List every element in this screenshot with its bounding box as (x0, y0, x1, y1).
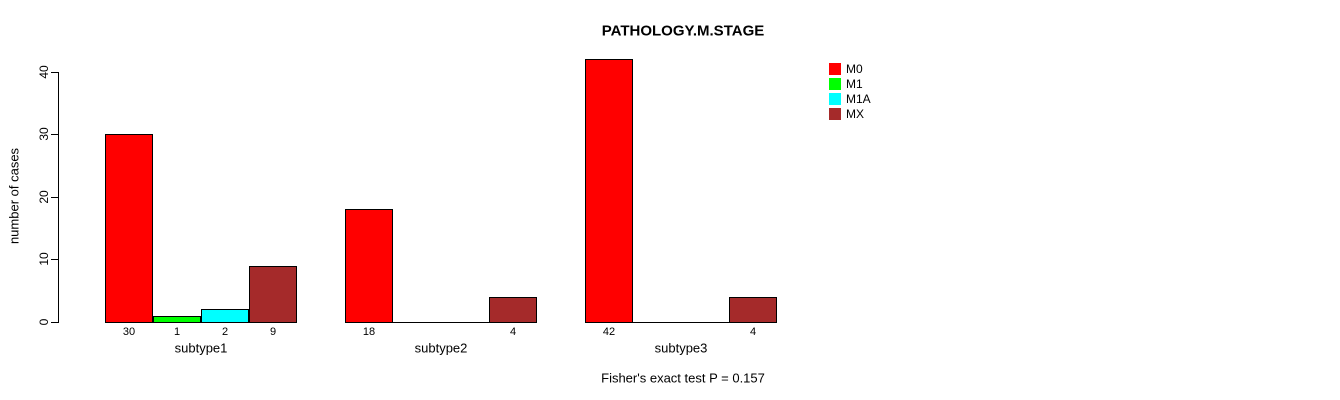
y-axis-tick (51, 134, 58, 135)
bar-m1-subtype1 (153, 316, 201, 323)
chart-title: PATHOLOGY.M.STAGE (601, 22, 765, 40)
y-axis-line (58, 72, 59, 323)
annotation-text: Fisher's exact test P = 0.157 (601, 370, 765, 386)
bar-value-label: 4 (749, 326, 757, 338)
bar-m0-subtype1 (105, 134, 153, 323)
bar-m0-subtype3 (585, 59, 633, 323)
legend-label-m1a: M1A (846, 92, 871, 106)
bar-m1a-subtype1 (201, 309, 249, 323)
y-axis-tick-label: 20 (37, 190, 51, 204)
bar-value-label: 2 (221, 326, 229, 338)
category-label-subtype1: subtype1 (174, 340, 228, 356)
y-axis-tick-label: 40 (37, 65, 51, 79)
bar-zero-m1a-subtype3 (681, 322, 730, 323)
legend-label-mx: MX (846, 107, 864, 121)
y-axis-tick (51, 197, 58, 198)
bar-m0-subtype2 (345, 209, 393, 323)
bar-mx-subtype2 (489, 297, 537, 323)
bar-value-label: 4 (509, 326, 517, 338)
bar-mx-subtype1 (249, 266, 297, 323)
bar-value-label: 42 (602, 326, 616, 338)
bar-zero-m1-subtype2 (393, 322, 442, 323)
y-axis-tick (51, 322, 58, 323)
bar-value-label: 18 (362, 326, 376, 338)
category-label-subtype3: subtype3 (654, 340, 708, 356)
legend-label-m0: M0 (846, 62, 863, 76)
y-axis-label: number of cases (6, 147, 22, 245)
y-axis-tick-label: 0 (37, 318, 51, 326)
bar-mx-subtype3 (729, 297, 777, 323)
y-axis-tick (51, 259, 58, 260)
bar-value-label: 30 (122, 326, 136, 338)
legend-swatch-m1a (829, 93, 841, 105)
y-axis-tick-label: 30 (37, 127, 51, 141)
legend-swatch-m1 (829, 78, 841, 90)
y-axis-tick (51, 72, 58, 73)
bar-zero-m1a-subtype2 (441, 322, 490, 323)
legend-label-m1: M1 (846, 77, 863, 91)
category-label-subtype2: subtype2 (414, 340, 468, 356)
bar-zero-m1-subtype3 (633, 322, 682, 323)
bar-value-label: 1 (173, 326, 181, 338)
y-axis-tick-label: 10 (37, 252, 51, 266)
legend-swatch-m0 (829, 63, 841, 75)
legend-swatch-mx (829, 108, 841, 120)
bar-value-label: 9 (269, 326, 277, 338)
